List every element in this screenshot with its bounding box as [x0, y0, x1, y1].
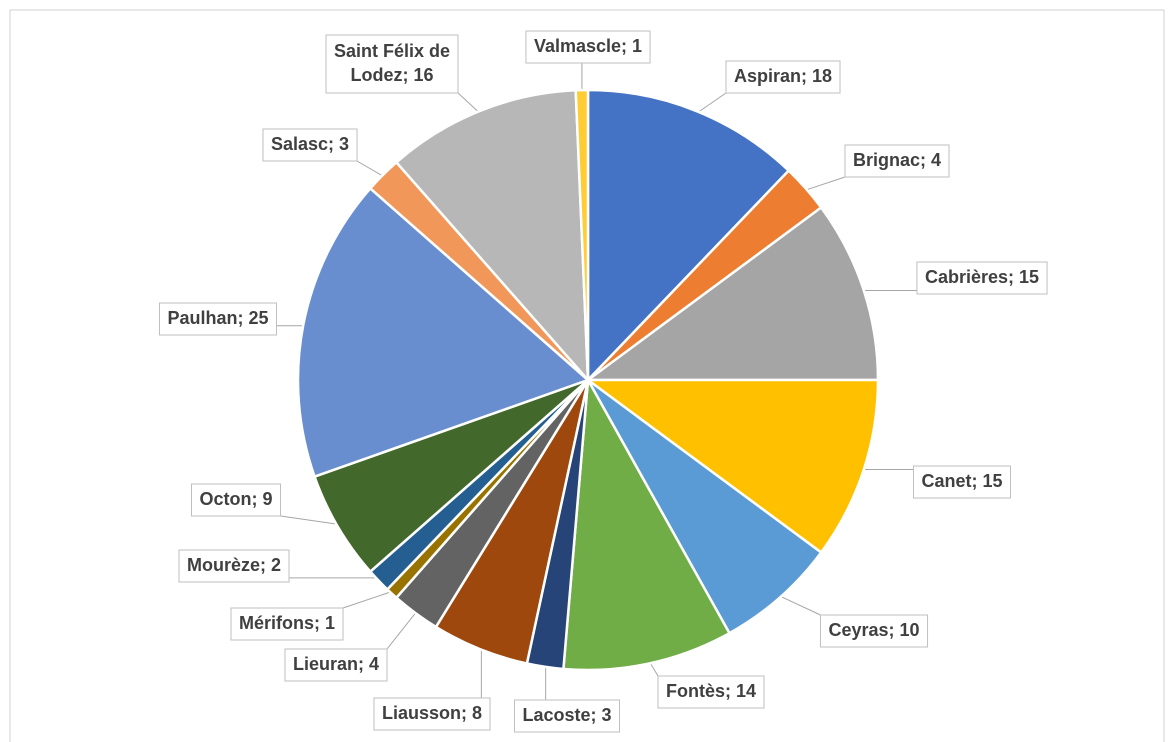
- slice: [584, 205, 880, 382]
- label-box: [916, 261, 1048, 295]
- slices: [296, 88, 880, 672]
- label-text: Ceyras; 10: [828, 620, 919, 640]
- label-box: [525, 30, 651, 64]
- slice: [574, 88, 590, 381]
- label-text: Cabrières; 15: [925, 267, 1039, 287]
- data-label: Aspiran; 18: [725, 60, 841, 94]
- data-label: Canet; 15: [912, 465, 1012, 499]
- data-label: Salasc; 3: [262, 128, 358, 162]
- label-text: Octon; 9: [199, 489, 272, 509]
- data-label: Octon; 9: [190, 483, 282, 517]
- slice: [394, 88, 590, 384]
- label-text: Salasc; 3: [271, 134, 349, 154]
- label-box: [262, 128, 358, 162]
- data-label: Paulhan; 25: [158, 302, 278, 336]
- label-box: [178, 549, 290, 583]
- label-box: [284, 648, 388, 682]
- data-label: Ceyras; 10: [819, 614, 929, 648]
- label-text: Mérifons; 1: [239, 613, 335, 633]
- label-text: Valmascle; 1: [534, 36, 642, 56]
- label-box: [373, 697, 491, 731]
- slice: [562, 375, 732, 672]
- data-label: Cabrières; 15: [916, 261, 1048, 295]
- data-label: Brignac; 4: [844, 144, 950, 178]
- label-box: [725, 60, 841, 94]
- label-text: Aspiran; 18: [734, 66, 832, 86]
- leader-line: [356, 160, 387, 179]
- data-label: Liausson; 8: [373, 697, 491, 731]
- slice: [586, 88, 791, 384]
- label-box: [912, 465, 1012, 499]
- label-text: Paulhan; 25: [167, 308, 268, 328]
- leader-line: [342, 590, 395, 609]
- slice: [296, 186, 591, 479]
- label-box: [513, 699, 621, 733]
- label-box: [325, 34, 459, 94]
- label-box: [819, 614, 929, 648]
- leader-line: [280, 515, 342, 526]
- label-text: Lieuran; 4: [293, 654, 379, 674]
- data-label: Lieuran; 4: [284, 648, 388, 682]
- data-label: Saint Félix de Lodez; 16: [325, 34, 459, 94]
- label-box: [158, 302, 278, 336]
- leader-lines: [276, 63, 917, 700]
- label-box: [844, 144, 950, 178]
- data-label: Mourèze; 2: [178, 549, 290, 583]
- leader-line: [386, 609, 419, 650]
- label-line: Lodez; 16: [350, 65, 433, 85]
- label-box: [230, 607, 344, 641]
- slice: [584, 378, 880, 555]
- labels: Aspiran; 18 Brignac; 4 Cabrières; 15 Canet;…: [158, 30, 1048, 733]
- leader-line: [802, 176, 846, 192]
- data-label: Mérifons; 1: [230, 607, 344, 641]
- leader-line: [776, 594, 821, 616]
- label-text: Fontès; 14: [666, 681, 756, 701]
- label-text: Liausson; 8: [382, 703, 482, 723]
- data-label: Lacoste; 3: [513, 699, 621, 733]
- label-text: Lacoste; 3: [522, 705, 611, 725]
- label-text: Mourèze; 2: [187, 555, 281, 575]
- data-label: Fontès; 14: [657, 675, 765, 709]
- label-text: Saint Félix de Lodez; 16: [334, 41, 450, 85]
- label-box: [657, 675, 765, 709]
- label-text: Brignac; 4: [853, 150, 941, 170]
- leader-line: [694, 92, 727, 116]
- label-line: Saint Félix de: [334, 41, 450, 61]
- slice: [586, 378, 823, 635]
- label-text: Canet; 15: [921, 471, 1002, 491]
- label-box: [190, 483, 282, 517]
- data-label: Valmascle; 1: [525, 30, 651, 64]
